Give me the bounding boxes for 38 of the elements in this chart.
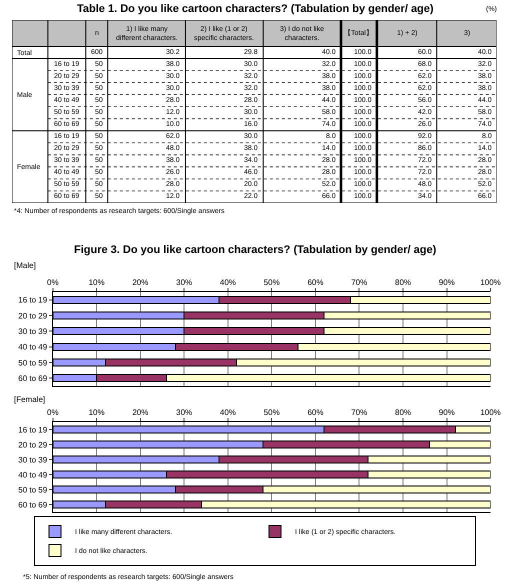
y-tick-label: 30 to 39	[18, 326, 48, 336]
chart-title: Figure 3. Do you like cartoon characters? (Tabulation by gender/ age)	[74, 244, 437, 256]
x-tick-label: 20%	[132, 408, 148, 417]
y-tick-label: 50 to 59	[18, 358, 48, 368]
y-tick-label: 20 to 29	[18, 440, 48, 450]
text: Table 1. Do you like cartoon characters? (Tabulation by gender/ age)	[77, 3, 434, 15]
x-tick-label: 80%	[394, 408, 412, 417]
x-tick-label: 50%	[264, 408, 280, 417]
x-tick-label: 40%	[220, 408, 236, 417]
chart-subtitle: [Female]	[14, 395, 46, 404]
y-tick-label: 16 to 19	[18, 425, 48, 434]
x-tick-label: 40%	[220, 278, 236, 287]
y-tick-label: 30 to 39	[18, 455, 48, 464]
x-tick-label: 90%	[438, 408, 455, 417]
x-tick-label: 20%	[132, 278, 148, 287]
x-tick-label: 80%	[394, 278, 412, 287]
x-tick-label: 60%	[307, 408, 324, 417]
y-tick-label: 16 to 19	[18, 296, 48, 305]
y-tick-label: 50 to 59	[18, 485, 48, 494]
x-tick-label: 30%	[176, 408, 192, 417]
y-tick-label: 60 to 69	[18, 500, 48, 510]
y-tick-label: 40 to 49	[18, 470, 48, 480]
x-tick-label: 60%	[307, 278, 324, 287]
chart-subtitle: [Male]	[14, 261, 36, 270]
x-tick-label: 70%	[351, 408, 368, 417]
x-tick-label: 0%	[47, 278, 59, 287]
x-tick-label: 100%	[480, 408, 501, 417]
x-tick-label: 30%	[176, 278, 192, 287]
x-tick-label: 10%	[88, 408, 105, 417]
x-tick-label: 10%	[88, 278, 105, 287]
y-tick-label: 20 to 29	[18, 311, 48, 320]
x-tick-label: 100%	[480, 278, 501, 287]
x-tick-label: 0%	[47, 408, 59, 417]
x-tick-label: 50%	[264, 278, 280, 287]
x-tick-label: 90%	[438, 278, 455, 287]
y-tick-label: 60 to 69	[18, 374, 48, 383]
y-tick-label: 40 to 49	[18, 342, 48, 352]
x-tick-label: 70%	[351, 278, 368, 287]
